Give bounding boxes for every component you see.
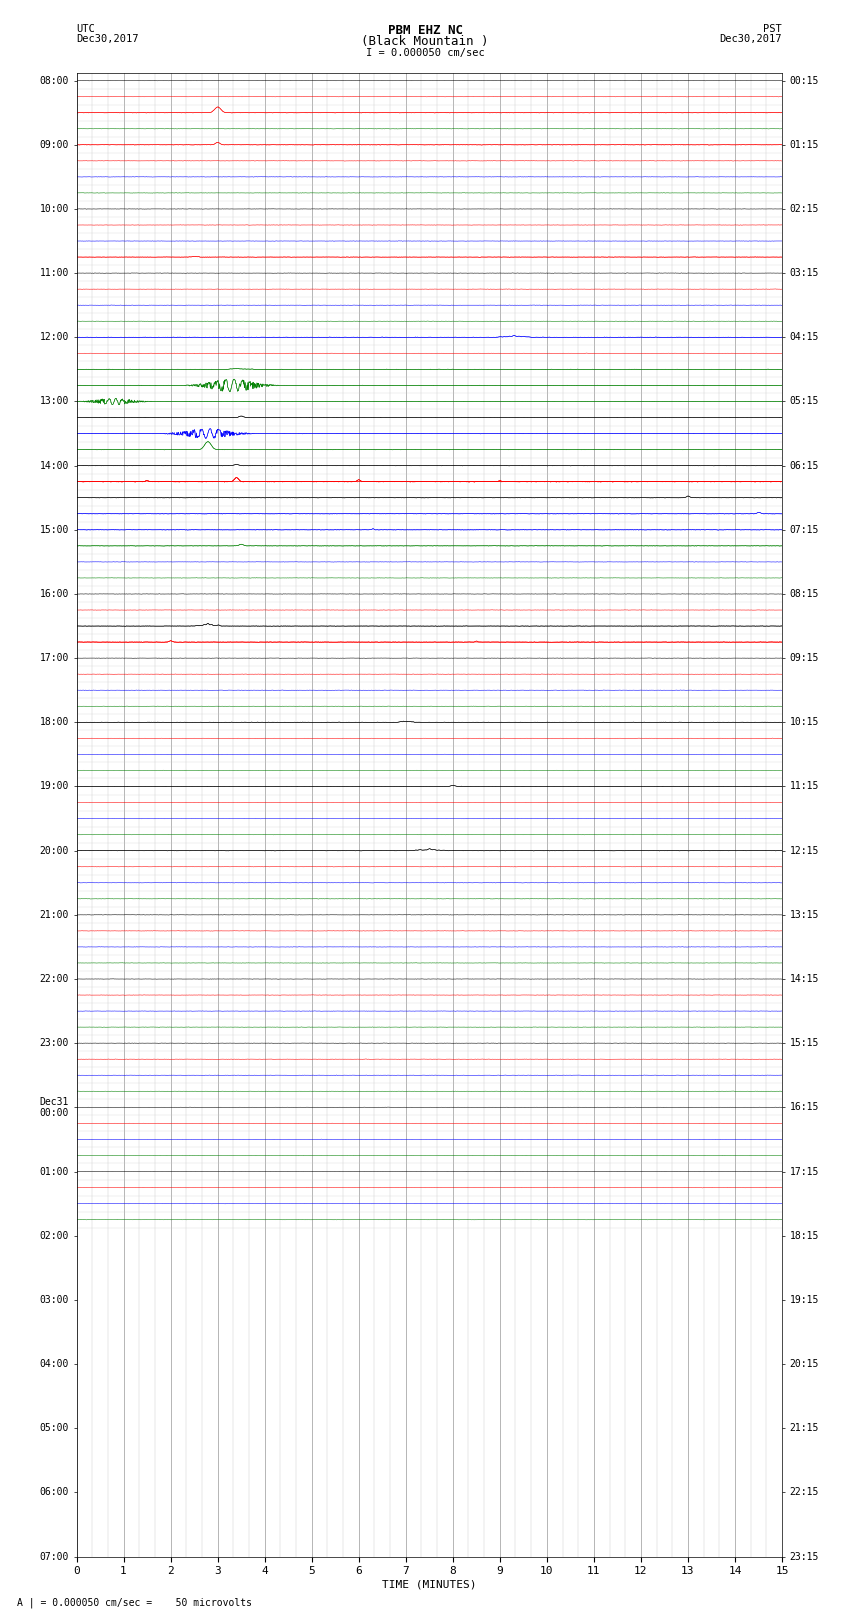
- X-axis label: TIME (MINUTES): TIME (MINUTES): [382, 1579, 477, 1589]
- Text: Dec30,2017: Dec30,2017: [76, 34, 139, 44]
- Text: UTC: UTC: [76, 24, 95, 34]
- Text: A | = 0.000050 cm/sec =    50 microvolts: A | = 0.000050 cm/sec = 50 microvolts: [17, 1597, 252, 1608]
- Text: Dec30,2017: Dec30,2017: [719, 34, 782, 44]
- Text: (Black Mountain ): (Black Mountain ): [361, 35, 489, 48]
- Text: PST: PST: [763, 24, 782, 34]
- Text: PBM EHZ NC: PBM EHZ NC: [388, 24, 462, 37]
- Text: I = 0.000050 cm/sec: I = 0.000050 cm/sec: [366, 48, 484, 58]
